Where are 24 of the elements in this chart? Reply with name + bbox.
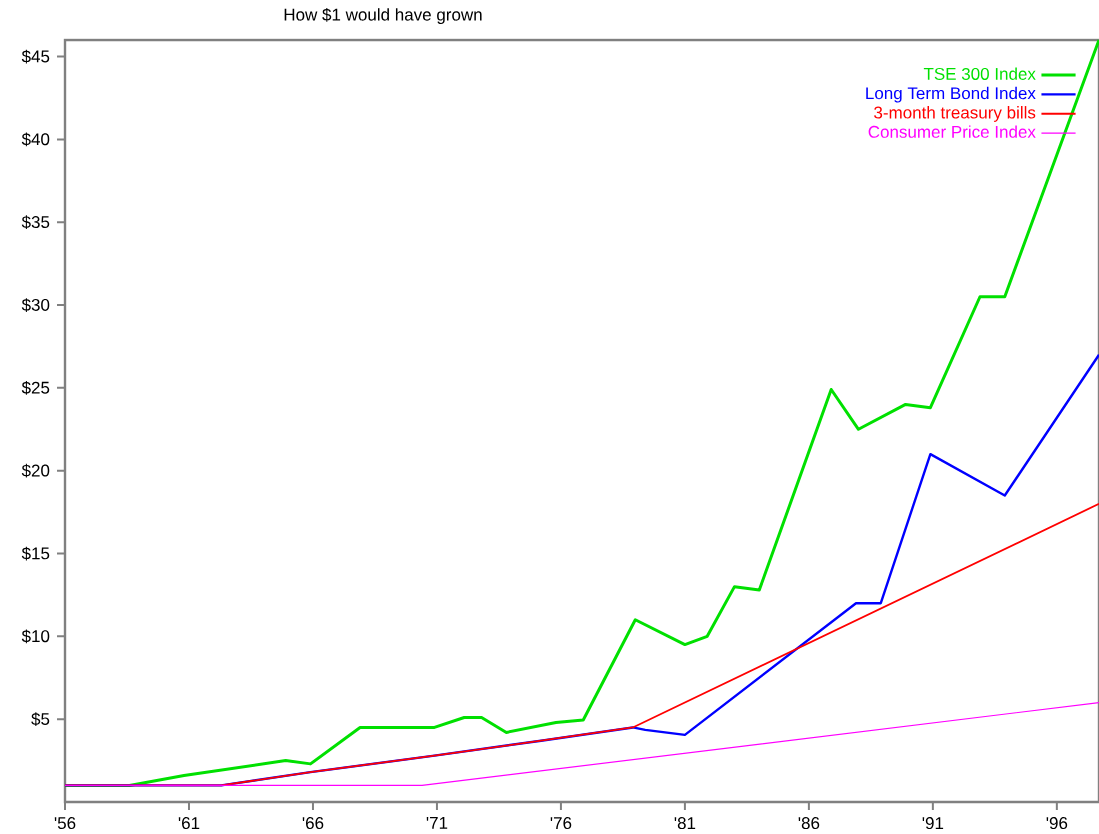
y-tick-label: $30: [21, 298, 50, 312]
x-tick-label: '66: [302, 817, 324, 830]
line-series: [63, 353, 1099, 787]
x-tick-label: '81: [674, 817, 696, 830]
y-tick-label: $45: [21, 49, 50, 64]
y-tick-label: $40: [21, 132, 50, 147]
y-tick-label: $15: [21, 546, 50, 561]
y-tick-label: $25: [21, 380, 50, 395]
x-tick-label: '91: [922, 817, 944, 830]
legend-label: TSE 300 Index: [923, 67, 1036, 80]
x-tick-label: '61: [178, 817, 200, 830]
chart-title: How $1 would have grown: [284, 7, 482, 25]
y-tick-label: $20: [21, 463, 50, 478]
y-tick-label: $10: [21, 629, 50, 644]
legend-label: 3-month treasury bills: [874, 106, 1036, 122]
x-tick-label: '96: [1046, 817, 1068, 830]
x-tick-label: '71: [426, 817, 448, 829]
legend-label: Long Term Bond Index: [866, 86, 1036, 103]
x-tick-label: '56: [54, 817, 76, 830]
x-tick-label: '76: [550, 817, 572, 830]
legend-label: Consumer Price Index: [868, 125, 1036, 138]
y-tick-label: $35: [21, 215, 50, 230]
y-tick-label: $5: [31, 712, 50, 727]
x-tick-label: '86: [798, 817, 820, 830]
